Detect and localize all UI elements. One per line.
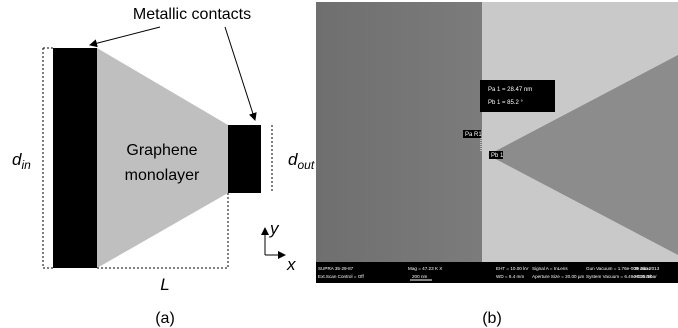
info-text: 20:35:08 [634,274,652,279]
marker: Pb 1 [491,153,504,159]
axis-x-label: x [286,255,296,274]
figure: Metallic contacts Graphene monolayer din… [0,0,678,328]
info-text: Aperture Size = 20.00 µm [532,274,584,279]
arrow [225,27,255,120]
contact-in [53,48,97,268]
info-text: Ext.Scan Control = Off [318,274,364,279]
info-text: Signal A = InLens [532,266,568,271]
measure-text: Pa 1 = 28.47 nm [488,87,532,93]
caption: (a) [155,310,175,327]
panel-b: Pa 1 = 28.47 nm Pb 1 = 85.2 ° Pa R1 Pb 1… [316,2,678,327]
measure-text: Pb 1 = 85.2 ° [488,100,524,106]
marker: Pa R1 [465,132,482,138]
arrow [90,27,160,45]
contact-out [228,125,261,193]
axis-y-label: y [269,219,280,238]
info-text: WD = 6.4 mm [496,274,524,279]
d-in-label: din [12,150,31,172]
info-text: SUPRA 35-29-87 [318,266,354,271]
panel-a: Metallic contacts Graphene monolayer din… [12,6,315,327]
length-label: L [160,275,169,294]
caption: (b) [482,310,502,327]
contacts-label: Metallic contacts [133,6,251,23]
info-text: Mag = 47.23 K X [408,266,442,271]
d-out-label: dout [288,150,315,172]
graphene-label: monolayer [125,167,200,184]
info-text: 29 Jan 2013 [634,266,660,271]
info-text: 200 nm [412,274,427,279]
info-text: EHT = 10.00 kV [496,266,529,271]
measure-box [480,80,555,112]
graphene-label: Graphene [126,142,197,159]
